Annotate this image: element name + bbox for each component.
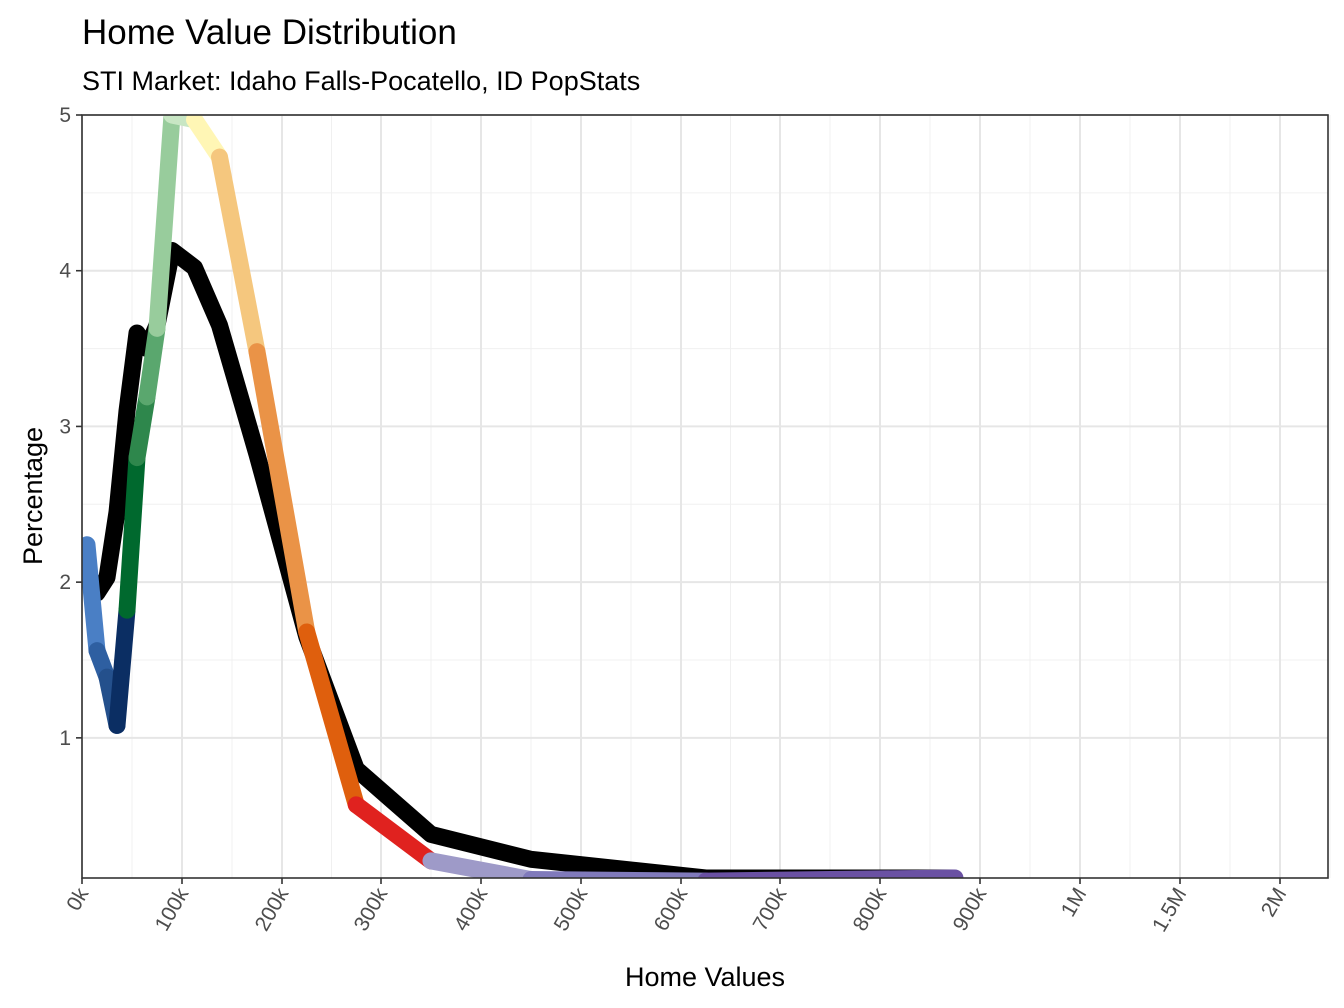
x-tick-label: 1.5M (1148, 884, 1191, 936)
series-segment (148, 115, 181, 337)
x-axis: 0k 100k 200k 300k 400k 500k 600k 700k 800k 900k 1M… (62, 878, 1291, 936)
x-tick-label: 100k (151, 884, 194, 935)
series-segment (248, 343, 316, 641)
series-segment (211, 148, 266, 361)
series-segment (422, 852, 540, 878)
y-tick-label: 4 (59, 260, 71, 283)
x-tick-label: 900k (949, 884, 992, 935)
y-axis: 1 2 3 4 5 (59, 104, 82, 750)
plot-panel-border (81, 114, 1329, 879)
y-tick-label: 1 (59, 727, 71, 750)
series-segment (108, 601, 136, 734)
y-tick-label: 3 (59, 415, 71, 438)
y-tick-label: 2 (59, 571, 71, 594)
series-layer (82, 115, 964, 878)
series-segment (128, 388, 156, 467)
x-tick-label: 1M (1057, 884, 1092, 921)
x-tick-label: 300k (350, 884, 393, 935)
series-segment (298, 623, 365, 814)
series-segment (347, 796, 440, 870)
x-axis-title: Home Values (625, 962, 785, 992)
chart-subtitle: STI Market: Idaho Falls-Pocatello, ID Po… (82, 66, 640, 96)
series-line-black (82, 241, 955, 878)
x-tick-label: 0k (62, 884, 93, 915)
x-tick-label: 500k (550, 884, 593, 935)
x-tick-label: 600k (650, 884, 693, 935)
series-segment (82, 536, 106, 660)
series-segment (522, 871, 714, 878)
series-segment (138, 319, 166, 406)
x-tick-label: 200k (251, 884, 294, 935)
series-segment (118, 449, 146, 619)
chart-title: Home Value Distribution (82, 13, 457, 52)
x-tick-label: 400k (450, 884, 493, 935)
x-tick-label: 800k (849, 884, 892, 935)
x-tick-label: 700k (749, 884, 792, 935)
y-tick-label: 5 (59, 104, 71, 127)
y-axis-title: Percentage (18, 427, 48, 565)
x-tick-label: 2M (1257, 884, 1292, 921)
